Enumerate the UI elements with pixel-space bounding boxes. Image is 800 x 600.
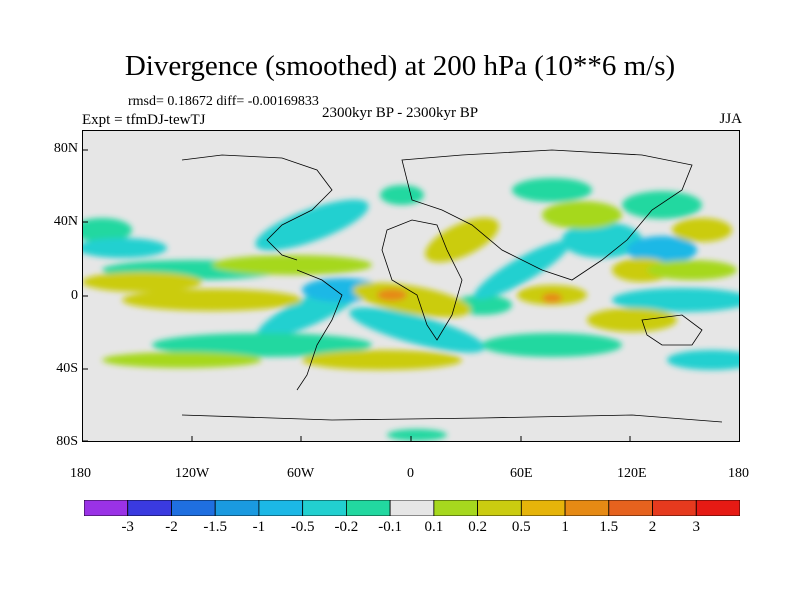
colorbar-swatch bbox=[171, 500, 216, 516]
lat-label: 40N bbox=[53, 214, 78, 229]
colorbar bbox=[84, 500, 740, 516]
lat-label: 80S bbox=[56, 434, 78, 449]
lat-label: 40S bbox=[56, 361, 78, 376]
colorbar-label: -0.2 bbox=[334, 519, 359, 535]
colorbar-swatch bbox=[695, 500, 740, 516]
colorbar-swatch bbox=[477, 500, 522, 516]
colorbar-label: 0.2 bbox=[468, 519, 487, 535]
colorbar-label: 1.5 bbox=[599, 519, 619, 535]
colorbar-label: 1 bbox=[561, 519, 569, 535]
experiment-label: Expt = tfmDJ-tewTJ bbox=[82, 112, 206, 128]
colorbar-swatch bbox=[302, 500, 347, 516]
colorbar-swatch bbox=[84, 500, 129, 516]
colorbar-label: 2 bbox=[648, 519, 657, 535]
divergence-field bbox=[82, 178, 740, 441]
colorbar-swatch bbox=[608, 500, 653, 516]
colorbar-swatch bbox=[258, 500, 304, 516]
colorbar-label: 0.5 bbox=[511, 519, 531, 535]
colorbar-label: -0.1 bbox=[378, 519, 402, 535]
lon-label: 120E bbox=[617, 466, 647, 481]
map-plot bbox=[82, 130, 740, 442]
colorbar-label: -1 bbox=[252, 519, 266, 535]
lon-label: 0 bbox=[407, 466, 414, 481]
lon-label: 180 bbox=[70, 466, 91, 481]
lon-label: 60W bbox=[287, 466, 315, 481]
colorbar-swatch bbox=[127, 500, 172, 516]
map-frame bbox=[82, 130, 740, 442]
lat-label: 80N bbox=[53, 141, 78, 156]
lon-label: 120W bbox=[175, 466, 210, 481]
season-label: JJA bbox=[719, 111, 742, 127]
lat-label: 0 bbox=[71, 288, 78, 303]
colorbar-swatch bbox=[214, 500, 260, 516]
colorbar-label: 0.1 bbox=[424, 519, 444, 535]
colorbar-label: 3 bbox=[692, 519, 701, 535]
lon-label: 60E bbox=[510, 466, 533, 481]
colorbar-label: -1.5 bbox=[203, 519, 228, 535]
stats-line: rmsd= 0.18672 diff= -0.00169833 bbox=[128, 94, 319, 109]
colorbar-swatch bbox=[345, 500, 391, 516]
map-title: Divergence (smoothed) at 200 hPa (10**6 … bbox=[124, 50, 676, 82]
colorbar-swatch bbox=[520, 500, 566, 516]
coastlines bbox=[181, 149, 723, 423]
lon-label: 180 bbox=[728, 466, 749, 481]
colorbar-swatch bbox=[389, 500, 435, 516]
colorbar-swatch bbox=[564, 500, 610, 516]
period-label: 2300kyr BP - 2300kyr BP bbox=[322, 105, 479, 121]
colorbar-label: -3 bbox=[121, 519, 134, 535]
colorbar-swatch bbox=[652, 500, 697, 516]
colorbar-label: -0.5 bbox=[290, 519, 315, 535]
colorbar-label: -2 bbox=[165, 519, 178, 535]
colorbar-swatch bbox=[433, 500, 478, 516]
